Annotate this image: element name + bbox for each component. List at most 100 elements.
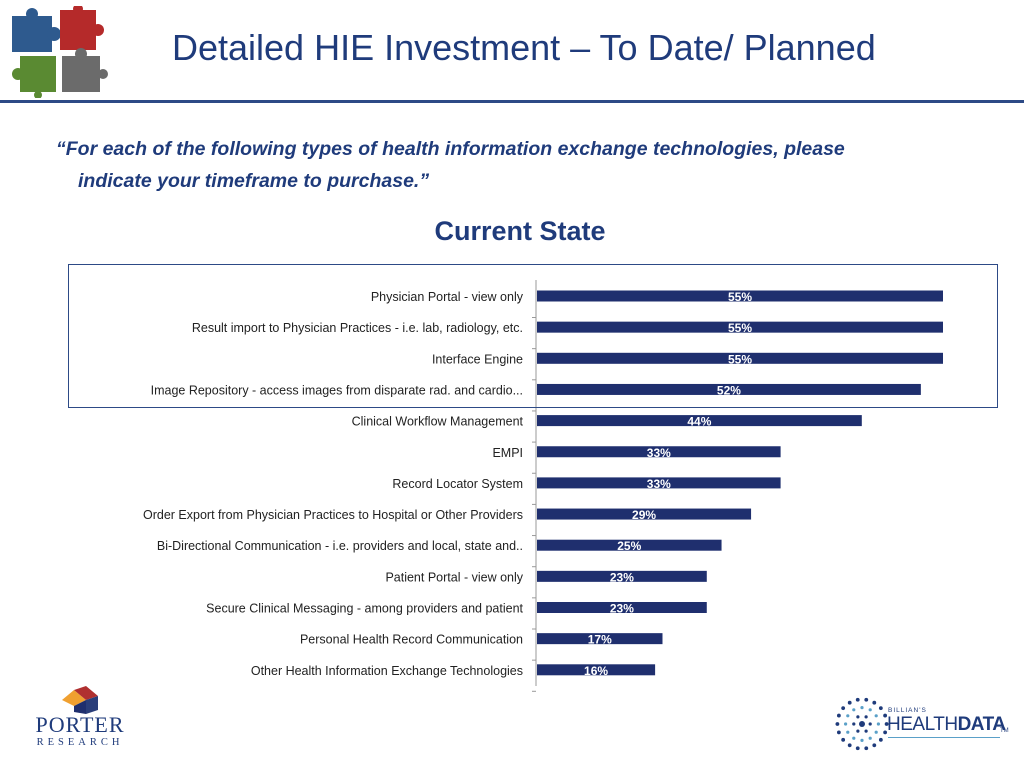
chart-title: Current State	[434, 216, 606, 246]
healthdata-wordmark: HEALTHDATA	[887, 714, 1006, 736]
healthdata-dots-icon	[834, 696, 890, 752]
porter-research-logo	[28, 686, 132, 750]
category-label: Secure Clinical Messaging - among provid…	[206, 602, 523, 616]
puzzle-logo	[10, 4, 110, 99]
bar	[537, 290, 943, 302]
porter-name: PORTER	[35, 712, 125, 737]
logo-dot	[860, 738, 864, 742]
puzzle-piece-gray-icon	[62, 48, 108, 92]
category-label: Clinical Workflow Management	[352, 415, 524, 429]
logo-dot	[864, 746, 869, 751]
healthdata-tm: TM	[1000, 728, 1009, 734]
logo-dot	[860, 706, 864, 710]
healthdata-rule	[888, 737, 1000, 738]
category-label: Record Locator System	[392, 477, 523, 491]
logo-dot	[847, 743, 852, 748]
survey-question: “For each of the following types of heal…	[56, 133, 996, 197]
porter-sub: RESEARCH	[36, 737, 124, 748]
category-label: Other Health Information Exchange Techno…	[251, 664, 523, 678]
logo-dot	[868, 722, 872, 726]
logo-dot	[841, 737, 846, 742]
category-label: Patient Portal - view only	[385, 570, 523, 584]
category-label: Personal Health Record Communication	[300, 633, 523, 647]
logo-dot	[883, 713, 888, 718]
logo-dot	[847, 700, 852, 705]
category-label: Order Export from Physician Practices to…	[143, 508, 523, 522]
data-label: 33%	[647, 477, 671, 491]
category-label: Result import to Physician Practices - i…	[192, 321, 523, 335]
bar	[537, 415, 862, 427]
logo-dot	[855, 746, 860, 751]
data-label: 44%	[687, 415, 711, 429]
bar	[537, 633, 663, 645]
healthdata-prefix: BILLIAN'S	[888, 707, 927, 714]
bar	[537, 508, 752, 520]
data-label: 55%	[728, 352, 752, 366]
data-label: 55%	[728, 321, 752, 335]
logo-dot	[852, 722, 856, 726]
puzzle-piece-red-icon	[60, 4, 104, 50]
bar	[537, 352, 943, 364]
porter-research-icon	[62, 686, 98, 714]
logo-dot	[841, 706, 846, 711]
title-divider	[0, 100, 1024, 103]
bar	[537, 321, 943, 333]
logo-dot	[846, 730, 850, 734]
logo-dot-center	[859, 721, 865, 727]
logo-dot	[846, 714, 850, 718]
slide-title: Detailed HIE Investment – To Date/ Plann…	[172, 27, 876, 68]
logo-dot	[836, 730, 841, 735]
logo-dot	[855, 697, 860, 702]
data-label: 52%	[717, 383, 741, 397]
data-label: 23%	[610, 602, 634, 616]
bar	[537, 539, 722, 551]
healthdata-word-health: HEALTH	[887, 714, 958, 735]
highlight-box	[68, 264, 998, 408]
category-label: Bi-Directional Communication - i.e. prov…	[157, 539, 523, 553]
logo-dot	[852, 708, 856, 712]
logo-dot	[876, 722, 880, 726]
logo-dot	[856, 715, 860, 719]
bar	[537, 570, 707, 582]
logo-dot	[864, 697, 869, 702]
data-label: 25%	[617, 539, 641, 553]
healthdata-word-data: DATA	[957, 714, 1006, 735]
data-label: 55%	[728, 290, 752, 304]
logo-dot	[874, 730, 878, 734]
data-label: 16%	[584, 664, 608, 678]
puzzle-piece-green-icon	[12, 56, 56, 99]
logo-dot	[835, 722, 840, 726]
question-line-1: “For each of the following types of heal…	[56, 138, 845, 160]
logo-dot	[864, 729, 868, 733]
logo-dot	[868, 736, 872, 740]
logo-dot	[856, 729, 860, 733]
logo-dot	[883, 730, 888, 735]
bar	[537, 446, 781, 458]
category-label: Physician Portal - view only	[371, 290, 524, 304]
question-line-2: indicate your timeframe to purchase.”	[78, 170, 430, 192]
data-label: 33%	[647, 446, 671, 460]
bar	[537, 602, 707, 613]
category-label: Interface Engine	[432, 352, 523, 366]
bar	[537, 383, 921, 395]
logo-dot	[844, 722, 848, 726]
data-label: 17%	[588, 633, 612, 647]
category-label: EMPI	[492, 446, 523, 460]
bar	[537, 477, 781, 489]
logo-dot	[852, 736, 856, 740]
logo-dot	[874, 714, 878, 718]
category-label: Image Repository - access images from di…	[151, 383, 523, 397]
logo-dot	[884, 722, 889, 726]
logo-dot	[872, 700, 877, 705]
logo-dot	[868, 708, 872, 712]
puzzle-piece-blue-icon	[12, 8, 61, 52]
logo-dot	[878, 737, 883, 742]
logo-dot	[836, 713, 841, 718]
data-label: 29%	[632, 508, 656, 522]
bar	[537, 664, 656, 676]
data-label: 23%	[610, 570, 634, 584]
logo-dot	[872, 743, 877, 748]
logo-dot	[878, 706, 883, 711]
logo-dot	[864, 715, 868, 719]
